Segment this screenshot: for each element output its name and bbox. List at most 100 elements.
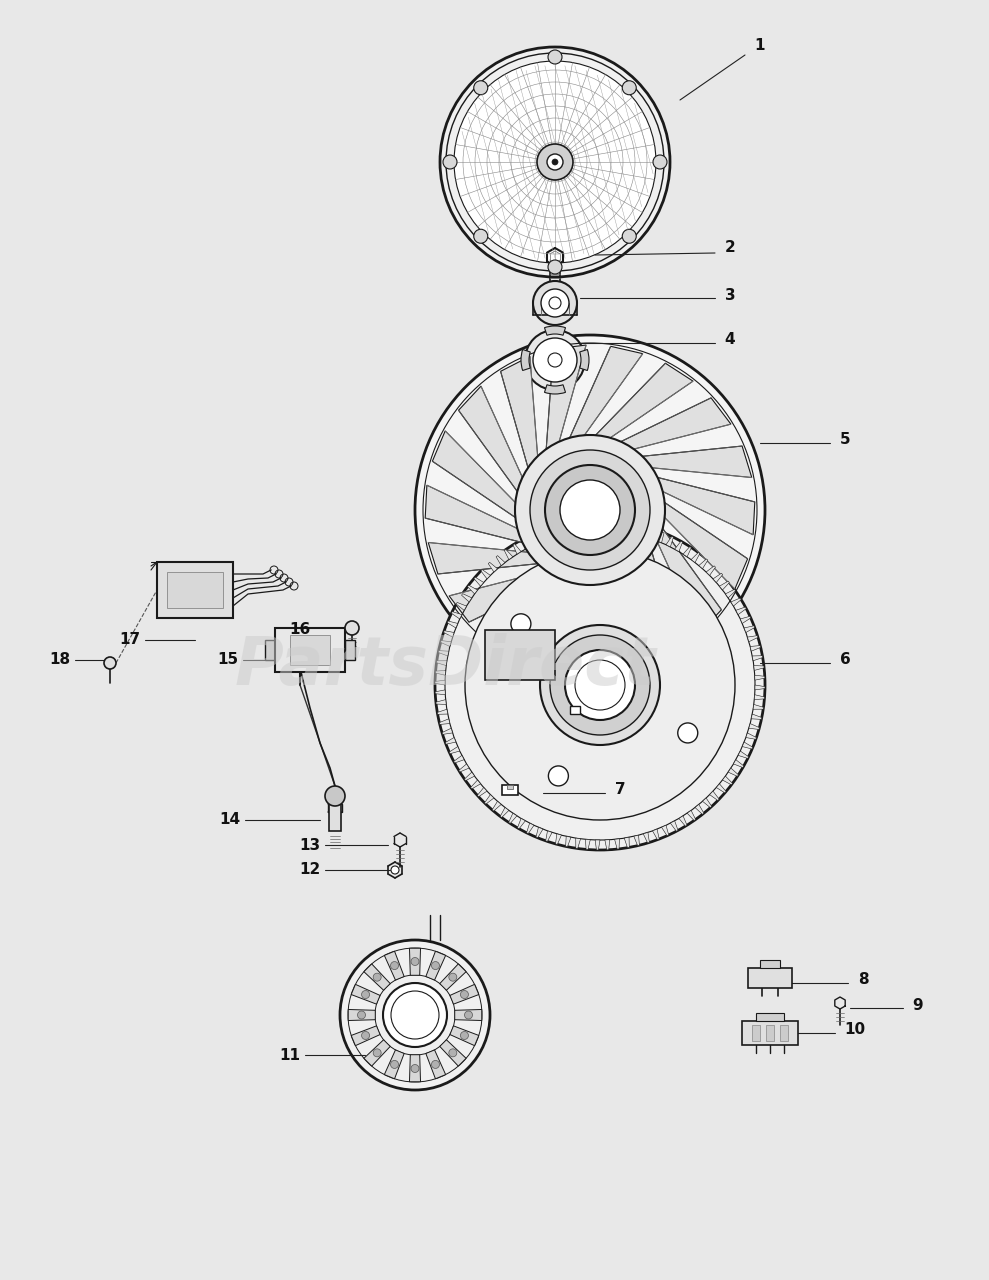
Polygon shape <box>468 585 478 594</box>
Circle shape <box>443 155 457 169</box>
Bar <box>571 705 581 714</box>
Polygon shape <box>504 549 513 559</box>
Polygon shape <box>674 541 682 552</box>
Polygon shape <box>426 1050 446 1079</box>
Circle shape <box>104 657 116 669</box>
Polygon shape <box>752 714 762 719</box>
Circle shape <box>383 983 447 1047</box>
Polygon shape <box>753 704 764 709</box>
Circle shape <box>530 451 650 570</box>
Circle shape <box>677 723 698 742</box>
Circle shape <box>454 61 656 262</box>
Circle shape <box>533 282 577 325</box>
Polygon shape <box>513 544 521 554</box>
Circle shape <box>515 435 665 585</box>
Polygon shape <box>451 612 462 620</box>
Polygon shape <box>653 829 660 840</box>
Circle shape <box>391 867 399 874</box>
Polygon shape <box>753 655 763 660</box>
Polygon shape <box>658 477 755 535</box>
Polygon shape <box>665 503 748 589</box>
Polygon shape <box>657 532 664 543</box>
Polygon shape <box>683 547 691 557</box>
Circle shape <box>362 991 370 998</box>
Text: 4: 4 <box>725 333 735 347</box>
Polygon shape <box>351 1025 380 1046</box>
Polygon shape <box>435 690 445 695</box>
Polygon shape <box>595 364 693 438</box>
Bar <box>742 1021 798 1044</box>
Polygon shape <box>571 522 576 532</box>
Polygon shape <box>447 621 458 628</box>
Polygon shape <box>621 398 731 449</box>
Circle shape <box>373 973 381 982</box>
Polygon shape <box>449 571 559 622</box>
Bar <box>766 1025 774 1041</box>
Circle shape <box>391 991 439 1039</box>
Bar <box>265 640 275 660</box>
Circle shape <box>415 335 765 685</box>
Circle shape <box>537 143 573 180</box>
Text: 11: 11 <box>280 1047 301 1062</box>
Polygon shape <box>489 562 497 572</box>
Bar <box>157 562 233 618</box>
Text: 3: 3 <box>725 288 735 302</box>
Polygon shape <box>749 723 760 730</box>
Polygon shape <box>551 527 557 538</box>
Text: 5: 5 <box>840 433 851 448</box>
Wedge shape <box>521 349 530 370</box>
Circle shape <box>325 786 345 806</box>
Polygon shape <box>444 631 454 637</box>
Polygon shape <box>600 520 605 530</box>
Polygon shape <box>436 660 447 666</box>
Polygon shape <box>581 521 585 531</box>
Polygon shape <box>719 581 729 590</box>
Polygon shape <box>629 524 634 534</box>
Bar <box>752 1025 760 1041</box>
Polygon shape <box>671 820 678 831</box>
Circle shape <box>474 229 488 243</box>
Bar <box>507 785 513 788</box>
Polygon shape <box>624 837 629 847</box>
Bar <box>748 968 792 988</box>
Polygon shape <box>566 836 571 847</box>
Polygon shape <box>440 964 466 991</box>
Text: 14: 14 <box>220 813 240 827</box>
Polygon shape <box>428 543 538 573</box>
Polygon shape <box>426 951 446 980</box>
Polygon shape <box>556 833 562 845</box>
Polygon shape <box>517 818 525 828</box>
Polygon shape <box>734 759 744 768</box>
Polygon shape <box>755 676 764 680</box>
Polygon shape <box>699 559 708 568</box>
Polygon shape <box>662 826 669 836</box>
Circle shape <box>541 289 569 317</box>
Polygon shape <box>570 347 643 438</box>
Polygon shape <box>576 838 581 849</box>
Polygon shape <box>702 797 712 808</box>
Polygon shape <box>642 552 679 663</box>
Polygon shape <box>351 984 380 1004</box>
Circle shape <box>548 260 562 274</box>
Polygon shape <box>409 1055 420 1082</box>
Text: 16: 16 <box>290 622 311 637</box>
Circle shape <box>547 154 563 170</box>
Polygon shape <box>546 831 552 841</box>
Text: 12: 12 <box>300 863 320 878</box>
Polygon shape <box>455 1010 482 1020</box>
Polygon shape <box>459 764 469 772</box>
Bar <box>275 628 345 672</box>
Circle shape <box>622 81 636 95</box>
Polygon shape <box>385 1050 405 1079</box>
Polygon shape <box>731 598 741 607</box>
Circle shape <box>449 973 457 982</box>
Polygon shape <box>736 607 747 614</box>
Polygon shape <box>440 1039 466 1066</box>
Polygon shape <box>648 529 655 539</box>
Circle shape <box>548 765 569 786</box>
Wedge shape <box>545 326 566 335</box>
Polygon shape <box>706 566 715 576</box>
Polygon shape <box>437 709 448 714</box>
Circle shape <box>622 229 636 243</box>
Polygon shape <box>450 984 479 1004</box>
